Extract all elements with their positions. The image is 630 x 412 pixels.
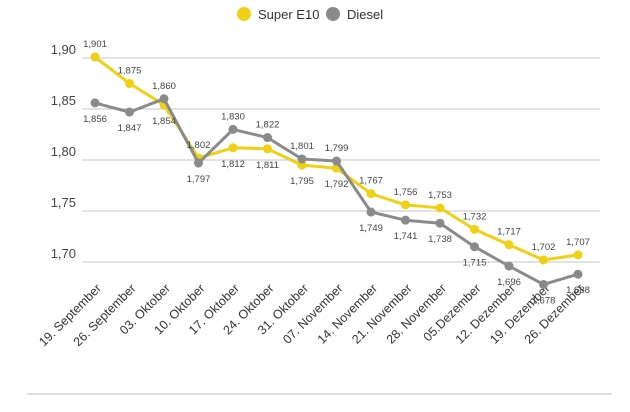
- data-point-super-e10: [573, 250, 583, 260]
- data-point-diesel: [263, 133, 272, 143]
- data-label-super-e10: 1,707: [566, 237, 590, 248]
- data-label-super-e10: 1,756: [394, 187, 418, 198]
- data-point-diesel: [470, 242, 479, 252]
- data-point-super-e10: [539, 255, 548, 265]
- data-label-diesel: 1,738: [428, 234, 452, 245]
- data-label-super-e10: 1,812: [221, 159, 245, 170]
- legend-marker-diesel: [326, 7, 340, 21]
- x-tick-label: 19. Dezember: [487, 281, 552, 346]
- data-label-diesel: 1,856: [83, 114, 107, 125]
- data-point-diesel: [366, 207, 376, 217]
- data-label-super-e10: 1,753: [428, 190, 452, 201]
- data-labels: 1,901 1,856 1,875 1,847 1,854 1,860 1,802 1,797…: [83, 39, 590, 306]
- data-point-diesel: [435, 218, 445, 228]
- data-point-diesel: [539, 279, 548, 289]
- y-tick-label: 1,70: [51, 246, 76, 261]
- x-tick-label: 28. November: [384, 281, 449, 346]
- data-point-diesel: [159, 94, 169, 104]
- data-label-super-e10: 1,854: [152, 116, 176, 127]
- legend: Super E10 Diesel: [237, 7, 383, 22]
- data-label-diesel: 1,847: [118, 123, 142, 134]
- data-label-super-e10: 1,901: [83, 39, 107, 50]
- x-tick-label: 21. November: [349, 281, 414, 346]
- data-point-diesel: [297, 154, 307, 164]
- data-label-diesel: 1,799: [325, 143, 349, 154]
- data-label-super-e10: 1,717: [497, 227, 521, 238]
- data-label-super-e10: 1,811: [256, 160, 279, 171]
- data-label-diesel: 1,801: [290, 141, 314, 152]
- data-label-super-e10: 1,732: [463, 211, 487, 222]
- data-label-diesel: 1,822: [256, 120, 280, 131]
- legend-label-super-e10: Super E10: [258, 7, 319, 22]
- data-point-super-e10: [504, 240, 514, 250]
- data-point-super-e10: [90, 52, 100, 62]
- data-label-diesel: 1,688: [566, 285, 590, 296]
- y-tick-label: 1,85: [51, 93, 76, 108]
- legend-marker-super-e10: [237, 7, 251, 21]
- data-label-diesel: 1,741: [394, 231, 418, 242]
- data-label-super-e10: 1,702: [532, 242, 556, 253]
- y-tick-label: 1,80: [51, 144, 76, 159]
- data-label-super-e10: 1,767: [359, 176, 383, 187]
- data-point-diesel: [194, 158, 203, 168]
- x-tick-label: 14. November: [315, 281, 380, 346]
- x-tick-label: 07. November: [280, 281, 345, 346]
- data-label-diesel: 1,797: [187, 174, 211, 185]
- y-tick-label: 1,75: [51, 195, 76, 210]
- series-group: [90, 52, 583, 289]
- data-point-super-e10: [263, 144, 272, 154]
- data-point-diesel: [504, 261, 514, 271]
- data-point-super-e10: [366, 189, 376, 199]
- data-point-diesel: [125, 107, 134, 117]
- data-label-diesel: 1,749: [359, 223, 383, 234]
- data-point-super-e10: [470, 224, 479, 234]
- x-tick-label: 12. Dezember: [453, 281, 518, 346]
- data-label-super-e10: 1,875: [118, 66, 142, 77]
- data-label-diesel: 1,696: [497, 277, 521, 288]
- data-point-super-e10: [401, 200, 410, 210]
- data-label-diesel: 1,715: [463, 258, 487, 269]
- data-point-diesel: [573, 269, 583, 279]
- data-label-super-e10: 1,792: [325, 179, 349, 190]
- data-label-super-e10: 1,795: [290, 176, 314, 187]
- data-point-super-e10: [228, 143, 238, 153]
- legend-label-diesel: Diesel: [347, 7, 383, 22]
- data-point-super-e10: [435, 203, 445, 213]
- data-point-diesel: [228, 124, 238, 134]
- data-label-diesel: 1,860: [152, 81, 176, 92]
- data-point-diesel: [401, 215, 410, 225]
- data-label-diesel: 1,830: [221, 111, 245, 122]
- y-axis-ticks: 1,90 1,85 1,80 1,75 1,70: [51, 42, 76, 261]
- data-label-super-e10: 1,802: [187, 140, 211, 151]
- data-point-diesel: [90, 98, 100, 108]
- data-point-super-e10: [125, 79, 134, 88]
- data-label-diesel: 1,678: [532, 295, 556, 306]
- data-point-diesel: [332, 156, 341, 166]
- y-tick-label: 1,90: [51, 42, 76, 57]
